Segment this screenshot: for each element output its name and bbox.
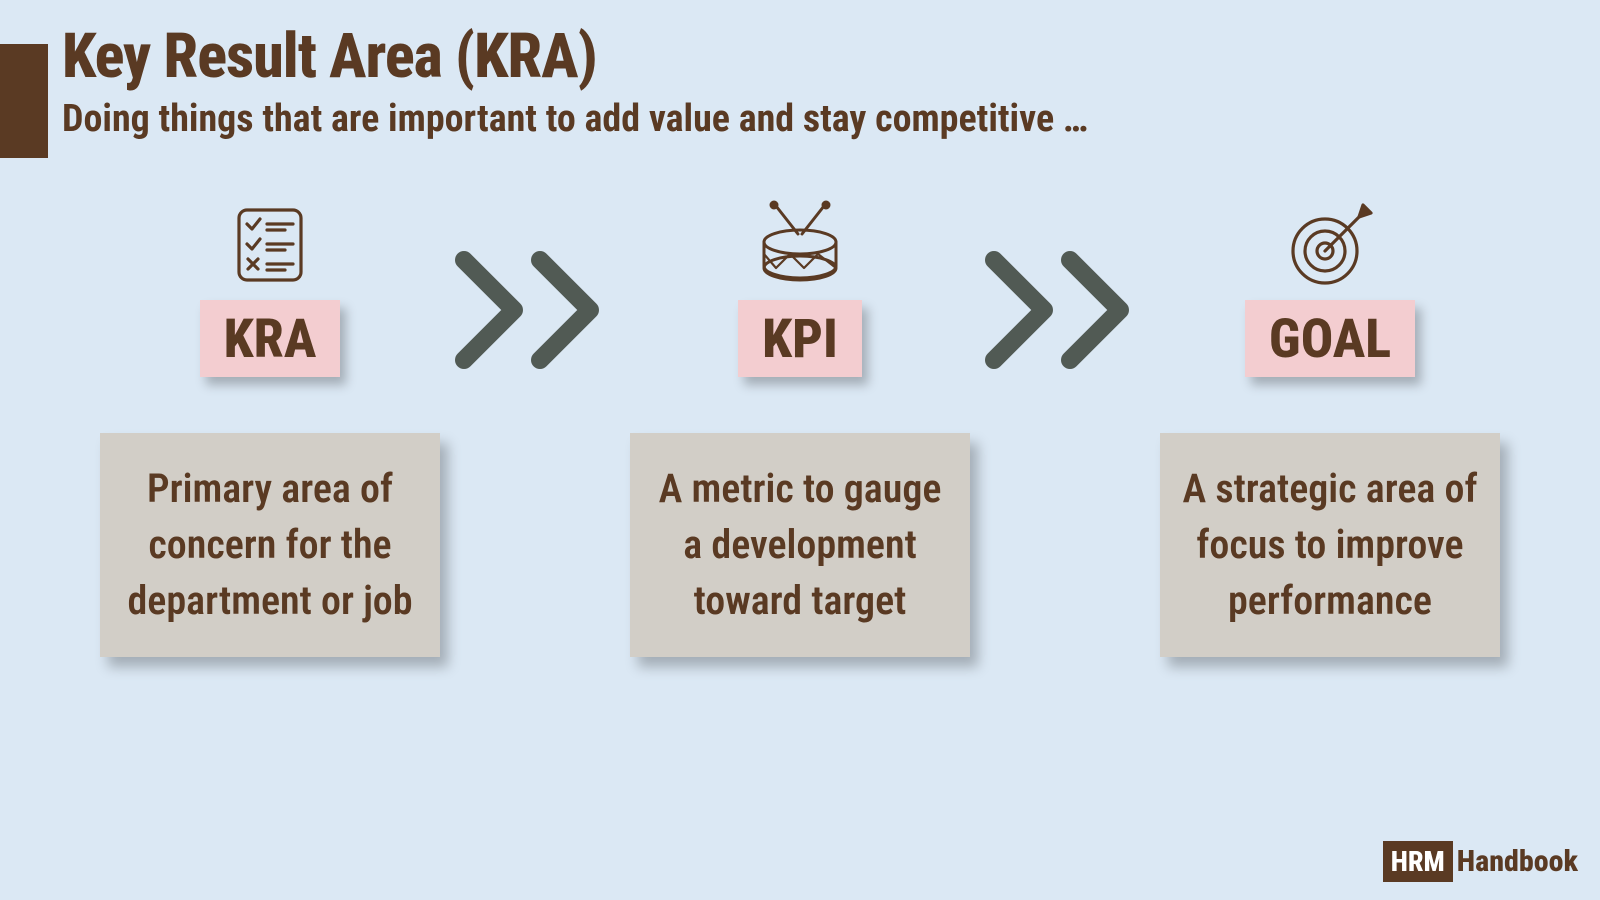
- step-kpi: KPI A metric to gauge a development towa…: [620, 200, 980, 657]
- pill-kra: KRA: [200, 300, 341, 377]
- target-icon: [1285, 200, 1375, 290]
- double-chevron-icon: [980, 200, 1150, 420]
- logo-box: HRM: [1383, 841, 1453, 882]
- brand-logo: HRM Handbook: [1383, 841, 1578, 882]
- step-goal: GOAL A strategic area of focus to improv…: [1150, 200, 1510, 657]
- desc-goal: A strategic area of focus to improve per…: [1160, 433, 1500, 657]
- desc-kpi: A metric to gauge a development toward t…: [630, 433, 970, 657]
- page-title: Key Result Area (KRA): [62, 20, 1088, 93]
- step-kra: KRA Primary area of concern for the depa…: [90, 200, 450, 657]
- header: Key Result Area (KRA) Doing things that …: [62, 20, 1088, 141]
- drum-icon: [750, 200, 850, 290]
- logo-text: Handbook: [1457, 844, 1578, 879]
- desc-kra: Primary area of concern for the departme…: [100, 433, 440, 657]
- page-subtitle: Doing things that are important to add v…: [62, 97, 1088, 141]
- checklist-icon: [231, 200, 309, 290]
- double-chevron-icon: [450, 200, 620, 420]
- pill-kpi: KPI: [738, 300, 862, 377]
- pill-goal: GOAL: [1245, 300, 1415, 377]
- accent-bar: [0, 44, 48, 158]
- flow-row: KRA Primary area of concern for the depa…: [0, 200, 1600, 657]
